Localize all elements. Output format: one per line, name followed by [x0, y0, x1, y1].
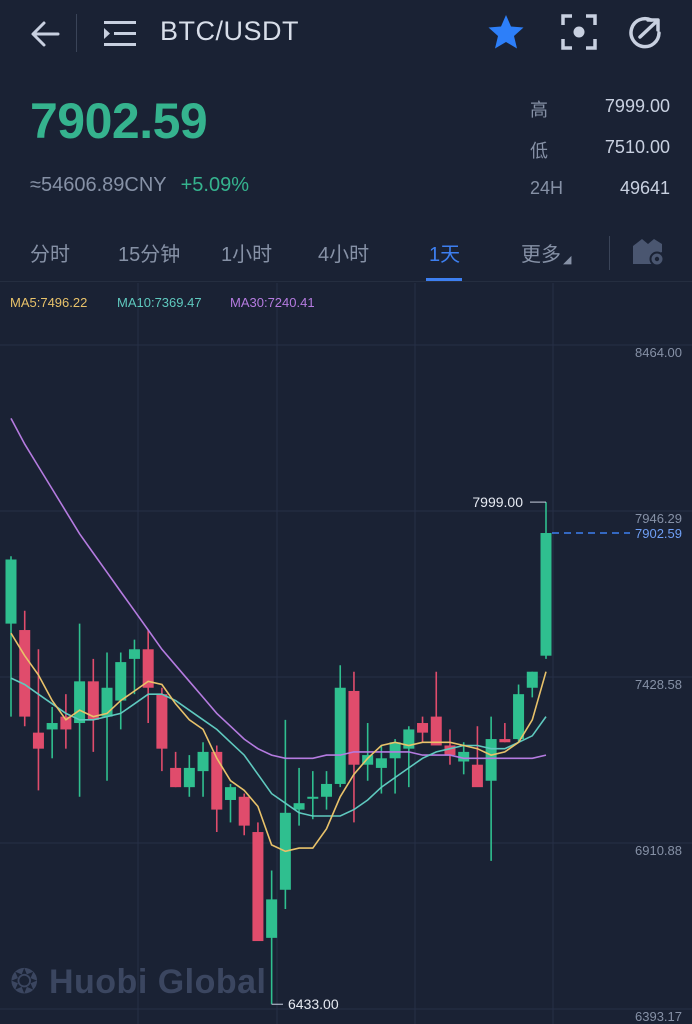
tab-1hour[interactable]: 1小时 [221, 244, 273, 266]
ma10-legend: MA10:7369.47 [117, 295, 202, 310]
candle-body [526, 671, 538, 688]
share-icon[interactable] [626, 13, 666, 53]
candle-body [389, 742, 401, 759]
candle-body [128, 649, 140, 659]
tab-1day[interactable]: 1天 [429, 244, 461, 266]
fullscreen-icon[interactable] [560, 13, 598, 51]
high-value: 7999.00 [604, 96, 670, 116]
menu-icon[interactable] [102, 16, 138, 52]
header-divider [76, 14, 77, 52]
candle-body [32, 732, 44, 749]
candle-body [471, 764, 483, 788]
last-price: 7902.59 [30, 93, 208, 149]
candle-body [5, 559, 17, 624]
candle-body [170, 767, 182, 788]
low-value: 7510.00 [604, 137, 670, 157]
candle-body [348, 690, 360, 765]
candle-body [142, 649, 154, 688]
ma30-legend: MA30:7240.41 [230, 295, 315, 310]
huobi-global-watermark: ❂ Huobi Global [10, 962, 267, 1002]
candle-body [307, 796, 319, 799]
kline-chart[interactable]: 8464.00 7946.29 7428.58 6910.88 6393.17 7902.… [0, 283, 692, 1024]
tab-more[interactable]: 更多 ◢ [521, 238, 571, 267]
tab-time-share[interactable]: 分时 [30, 244, 70, 266]
ma5-line [10, 632, 547, 853]
candle-body [60, 716, 72, 730]
candle-body [101, 687, 113, 717]
tab-15min[interactable]: 15分钟 [118, 244, 181, 266]
candle-body [362, 755, 374, 765]
candle-body [238, 796, 250, 826]
candle-body [540, 533, 552, 656]
candle-body [334, 687, 346, 784]
high-row: 高 7999.00 [530, 96, 670, 137]
ma30-label: MA30:7240.41 [230, 295, 315, 310]
y-tick-label: 6910.88 [635, 843, 682, 858]
high-label: 高 [530, 100, 548, 120]
candle-body [266, 899, 278, 938]
candle-body [252, 832, 264, 942]
tab-4hour[interactable]: 4小时 [318, 244, 370, 266]
candle-body [183, 767, 195, 788]
y-tick-label: 7428.58 [635, 677, 682, 692]
interval-tabs: 分时 15分钟 1小时 4小时 1天 更多 ◢ [0, 226, 692, 282]
low-label: 低 [530, 141, 548, 161]
huobi-logo-icon: ❂ [10, 963, 39, 1001]
candle-body [417, 723, 429, 733]
candle-body [224, 787, 236, 800]
ma5-label: MA5:7496.22 [10, 295, 88, 310]
watermark-text: Huobi Global [48, 963, 267, 1001]
ma10-label: MA10:7369.47 [117, 295, 202, 310]
candle-body [19, 630, 31, 717]
ma10-line [10, 677, 547, 817]
stats-panel: 高 7999.00 低 7510.00 24H 49641 [530, 96, 670, 219]
last-price-label: 7902.59 [635, 526, 682, 541]
tab-more-label: 更多 [521, 244, 561, 266]
candle-body [485, 739, 497, 781]
star-icon[interactable] [486, 12, 526, 52]
candle-body [74, 681, 86, 724]
candle-body [115, 662, 127, 701]
candle-body [87, 681, 99, 720]
candle-body [46, 723, 58, 730]
ma5-legend: MA5:7496.22 [10, 295, 87, 310]
candle-body [197, 751, 209, 772]
active-tab-indicator [426, 278, 462, 281]
candle-body [375, 758, 387, 768]
y-tick-label: 8464.00 [635, 345, 682, 360]
y-tick-label: 6393.17 [635, 1009, 682, 1024]
chart-settings-icon[interactable] [630, 234, 666, 268]
max-price-label: 7999.00 [472, 494, 523, 510]
candle-body [211, 751, 223, 810]
volume-value: 49641 [619, 178, 670, 198]
candle-body [444, 745, 456, 756]
candle-body [156, 694, 168, 749]
top-bar: BTC/USDT [0, 0, 692, 68]
candle-body [430, 716, 442, 746]
low-row: 低 7510.00 [530, 137, 670, 178]
tabs-divider [609, 236, 610, 270]
volume-row: 24H 49641 [530, 178, 670, 219]
cny-price: ≈54606.89CNY [30, 174, 167, 196]
min-price-label: 6433.00 [288, 996, 339, 1012]
candle-body [499, 739, 511, 743]
ma30-line [10, 418, 547, 760]
candle-body [293, 803, 305, 810]
candle-body [403, 729, 415, 749]
trading-pair-title[interactable]: BTC/USDT [160, 16, 299, 46]
y-tick-label: 7946.29 [635, 511, 682, 526]
caret-down-icon: ◢ [563, 254, 572, 266]
candle-body [513, 694, 525, 740]
volume-label: 24H [530, 178, 564, 198]
candle-body [458, 751, 470, 762]
price-subline: ≈54606.89CNY +5.09% [30, 174, 249, 197]
back-arrow-icon[interactable] [28, 16, 64, 52]
price-change: +5.09% [180, 174, 250, 196]
candle-body [321, 783, 333, 797]
